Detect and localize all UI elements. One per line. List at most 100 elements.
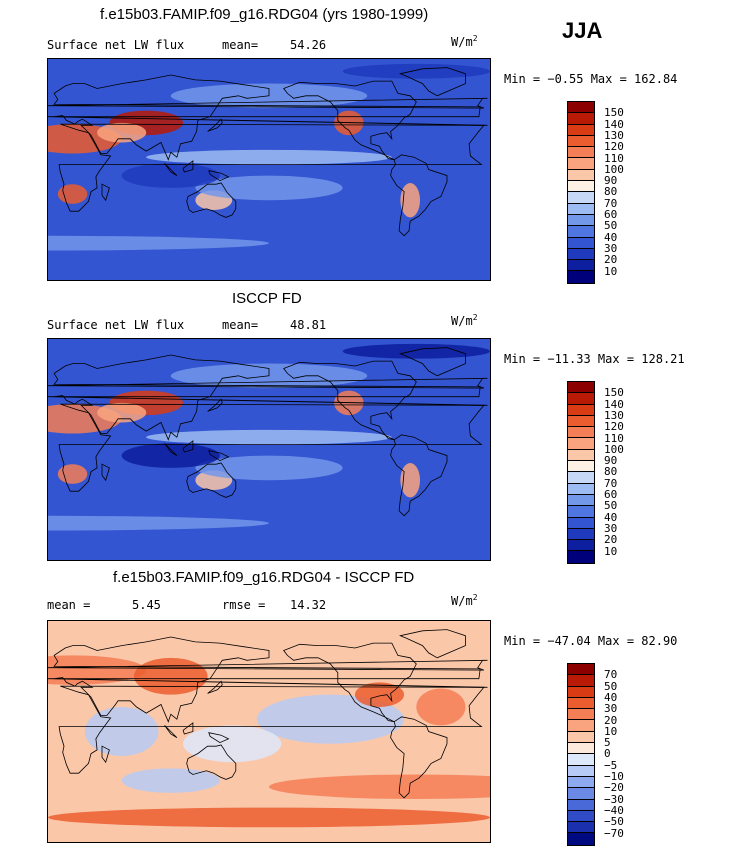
- colorbar-swatch: [568, 181, 594, 193]
- colorbar-swatch: [568, 192, 594, 204]
- panel1-units-sup: 2: [472, 34, 478, 43]
- field-region: [121, 768, 220, 793]
- colorbar-tick-label: 50: [604, 499, 618, 513]
- coastline: [390, 434, 448, 517]
- colorbar-swatch: [568, 799, 594, 811]
- field-region: [97, 402, 147, 423]
- field-region: [342, 63, 490, 79]
- colorbar-swatch: [568, 551, 594, 563]
- field-region: [256, 694, 405, 744]
- panel2-map: [47, 338, 491, 561]
- panel3-rmse-label: rmse =: [222, 598, 266, 612]
- colorbar-tick-label: 100: [604, 442, 624, 456]
- field-region: [133, 657, 208, 695]
- colorbar-swatch: [568, 135, 594, 148]
- field-region: [146, 149, 392, 165]
- map-canvas: [48, 339, 490, 560]
- colorbar-swatch: [568, 271, 594, 283]
- field-region: [48, 515, 269, 531]
- coastline: [182, 440, 194, 453]
- colorbar-tick-label: −70: [604, 826, 624, 840]
- colorbar-tick-label: 40: [604, 510, 618, 524]
- field-region: [146, 429, 392, 445]
- colorbar-tick-label: 80: [604, 185, 618, 199]
- field-region: [400, 183, 421, 218]
- field-region: [57, 464, 88, 484]
- field-region: [269, 774, 490, 800]
- panel3-units: W/m2: [451, 593, 478, 608]
- colorbar-tick-label: 130: [604, 408, 624, 422]
- colorbar-tick-label: 90: [604, 454, 618, 468]
- panel1-variable: Surface net LW flux: [47, 38, 185, 52]
- field-region: [342, 343, 490, 359]
- coastline: [48, 659, 488, 671]
- colorbar-swatch: [568, 528, 594, 541]
- coastline: [399, 347, 466, 377]
- colorbar-swatch: [568, 226, 594, 238]
- colorbar-tick-label: 40: [604, 230, 618, 244]
- colorbar-swatch: [568, 237, 594, 249]
- colorbar-swatch: [568, 833, 594, 845]
- field-region: [121, 163, 220, 188]
- colorbar-tick-label: 110: [604, 431, 624, 445]
- colorbar-swatch: [568, 169, 594, 182]
- coastline: [48, 74, 488, 161]
- colorbar-swatch: [568, 214, 594, 227]
- coastline: [186, 462, 237, 498]
- colorbar-tick-label: −30: [604, 792, 624, 806]
- coastline: [58, 685, 485, 774]
- coastline: [186, 744, 237, 780]
- coastline: [390, 716, 448, 799]
- coastline: [48, 354, 488, 441]
- colorbar-swatch: [568, 776, 594, 789]
- colorbar-tick-label: 30: [604, 521, 618, 535]
- colorbar-swatch: [568, 382, 594, 394]
- field-region: [57, 184, 88, 204]
- colorbar-tick-label: 80: [604, 465, 618, 479]
- panel1-minmax: Min = −0.55 Max = 162.84: [504, 72, 678, 86]
- colorbar-tick-label: 50: [604, 219, 618, 233]
- panel3-rmse-value: 14.32: [290, 598, 327, 612]
- coastline: [399, 629, 466, 659]
- colorbar-swatch: [568, 404, 594, 416]
- field-region: [183, 725, 282, 763]
- panel1-map: [47, 58, 491, 281]
- colorbar-tick-label: 5: [604, 736, 611, 750]
- panel2-mean-label: mean=: [222, 318, 259, 332]
- colorbar-tick-label: 140: [604, 117, 624, 131]
- colorbar-swatch: [568, 124, 594, 136]
- colorbar-swatch: [568, 743, 594, 755]
- colorbar-tick-label: 150: [604, 386, 624, 400]
- panel2-units: W/m2: [451, 313, 478, 328]
- coastline: [208, 732, 230, 744]
- colorbar-tick-label: 90: [604, 174, 618, 188]
- colorbar-tick-label: 130: [604, 128, 624, 142]
- panel3-minmax: Min = −47.04 Max = 82.90: [504, 634, 678, 648]
- panel2-units-sup: 2: [472, 313, 478, 322]
- colorbar-tick-label: 10: [604, 264, 618, 278]
- panel2-title: ISCCP FD: [232, 290, 302, 307]
- colorbar-swatch: [568, 113, 594, 125]
- map-canvas: [48, 59, 490, 280]
- colorbar-swatch: [568, 675, 594, 687]
- colorbar-swatch: [568, 788, 594, 800]
- panel1-mean-value: 54.26: [290, 38, 327, 52]
- panel1-mean-label: mean=: [222, 38, 259, 52]
- panel3-mean-label: mean =: [47, 598, 91, 612]
- season-label: JJA: [562, 18, 603, 43]
- colorbar-tick-label: 70: [604, 196, 618, 210]
- panel2-colorbar: [567, 381, 595, 564]
- coastline: [48, 377, 488, 389]
- colorbar-swatch: [568, 540, 594, 552]
- coastline: [58, 403, 485, 492]
- colorbar-tick-label: 30: [604, 702, 618, 716]
- coastline: [208, 450, 230, 462]
- coastline: [207, 118, 223, 132]
- coastline: [283, 360, 417, 441]
- panel3-colorbar: [567, 663, 595, 846]
- colorbar-tick-label: 100: [604, 162, 624, 176]
- panel1-colorbar: [567, 101, 595, 284]
- coastline: [101, 463, 110, 482]
- colorbar-tick-label: 10: [604, 544, 618, 558]
- colorbar-swatch: [568, 427, 594, 439]
